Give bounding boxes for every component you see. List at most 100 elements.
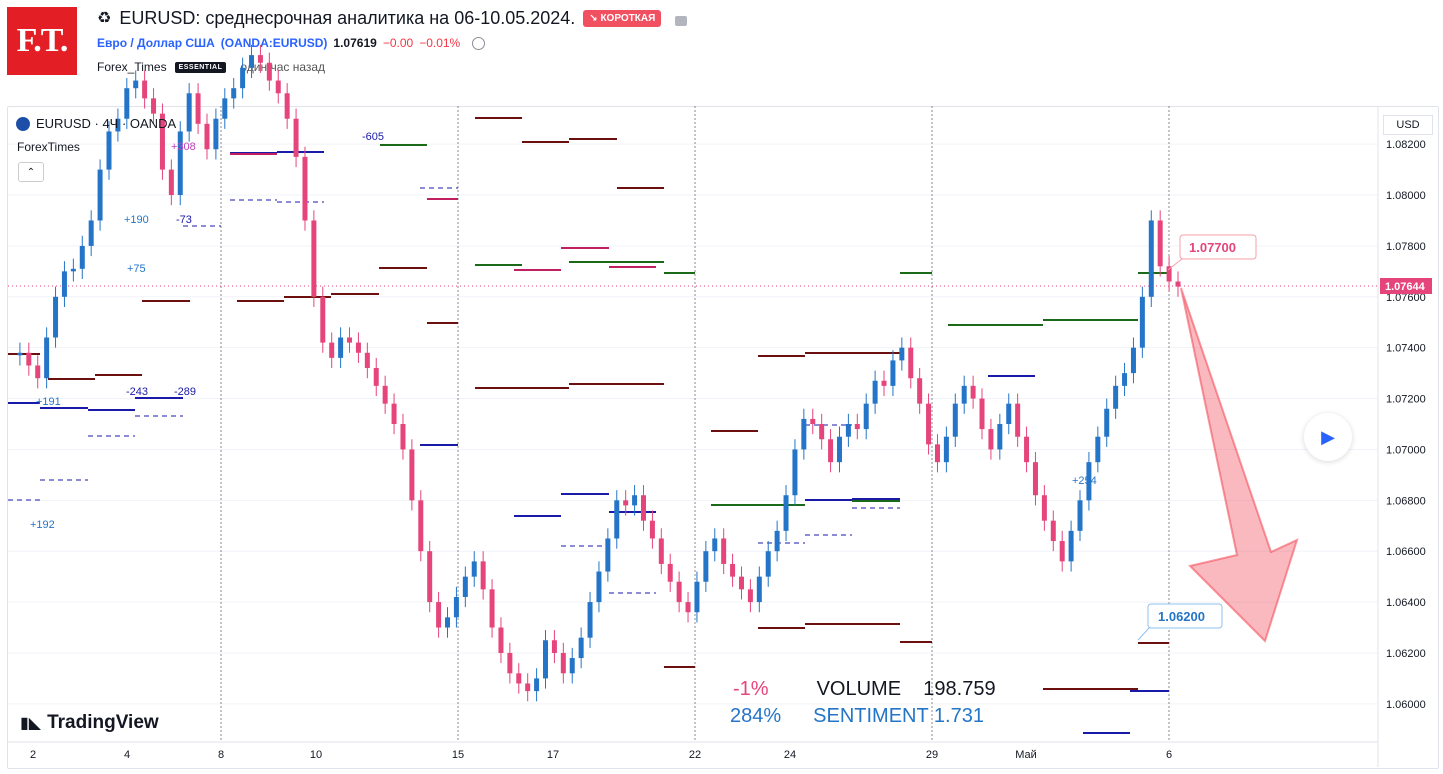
annotation-label: +192 <box>30 519 55 531</box>
annotation-label: -73 <box>176 214 192 226</box>
stat-volume: VOLUME 198.759 <box>816 678 996 700</box>
candle-body <box>347 337 353 343</box>
candle-body <box>44 337 50 379</box>
candle-body <box>970 385 976 399</box>
candle-body <box>872 380 878 404</box>
candle-body <box>436 602 442 628</box>
candle-body <box>338 337 344 358</box>
candle-body <box>712 538 718 552</box>
candle-body <box>747 589 753 603</box>
target-high-box <box>1179 234 1257 260</box>
candle-body <box>694 581 700 613</box>
candle-body <box>1130 347 1136 374</box>
candle-body <box>240 67 246 89</box>
target-low-box <box>1147 603 1223 629</box>
price-tick: 1.06800 <box>1386 495 1426 507</box>
candle-body <box>284 93 290 119</box>
current-price-text: 1.07644 <box>1385 281 1426 293</box>
candle-body <box>543 640 549 679</box>
time-tick: 10 <box>310 749 322 761</box>
eu-flag-icon <box>16 116 30 131</box>
candles <box>17 44 1181 702</box>
short-badge[interactable]: ↘ КОРОТКАЯ <box>583 9 662 27</box>
play-button[interactable]: ▶ <box>1304 413 1352 461</box>
annotation-label: +190 <box>124 214 149 226</box>
collapse-legend-button[interactable]: ⌃ <box>18 162 44 182</box>
candle-body <box>819 424 825 440</box>
candle-body <box>667 563 673 582</box>
candle-body <box>926 403 932 445</box>
tv-icon: ▮◣ <box>20 715 42 732</box>
candle-body <box>1059 541 1065 562</box>
candle-body <box>560 652 566 674</box>
candle-body <box>908 347 914 379</box>
time-tick: 17 <box>547 749 559 761</box>
candle-body <box>1175 281 1181 287</box>
annotation-label: +308 <box>171 141 196 153</box>
time-axis: 2 4 8 10 15 17 22 24 29 Май 6 <box>8 741 1378 761</box>
candle-body <box>845 424 851 437</box>
currency-label[interactable]: USD <box>1383 115 1433 135</box>
candle-body <box>151 98 157 114</box>
price-axis: 1.08200 1.08000 1.07800 1.07600 1.07400 1.072… <box>1377 106 1432 767</box>
candle-body <box>934 444 940 463</box>
candle-body <box>1157 220 1163 267</box>
essential-badge: ESSENTIAL <box>174 61 227 73</box>
alarm-clock-icon[interactable] <box>472 36 486 50</box>
candle-body <box>1166 266 1172 282</box>
logo-text: F.T. <box>16 22 69 59</box>
candle-body <box>480 561 486 590</box>
symbol-name-link[interactable]: Евро / Доллар США <box>97 36 215 50</box>
candle-body <box>159 113 165 170</box>
candle-body <box>1113 385 1119 409</box>
candle-body <box>355 342 361 353</box>
time-tick: 8 <box>218 749 224 761</box>
candle-body <box>792 449 798 496</box>
candle-body <box>801 418 807 450</box>
candle-body <box>106 131 112 170</box>
symbol-code-link[interactable]: (OANDA:EURUSD) <box>220 36 328 50</box>
candle-body <box>774 530 780 552</box>
candle-body <box>1068 530 1074 562</box>
candle-body <box>614 500 620 539</box>
candle-body <box>961 385 967 404</box>
chart-container[interactable] <box>7 106 1439 769</box>
candle-body <box>1095 436 1101 463</box>
time-tick: 24 <box>784 749 796 761</box>
recycle-icon: ♻ <box>97 10 112 27</box>
candle-body <box>168 169 174 196</box>
candle-body <box>453 596 459 618</box>
target-high-leader <box>1167 257 1184 271</box>
candle-body <box>471 561 477 577</box>
candle-body <box>275 80 281 94</box>
candle-body <box>445 617 451 628</box>
idea-title: EURUSD: среднесрочная аналитика на 06-10… <box>119 7 576 28</box>
price-tick: 1.06600 <box>1386 546 1426 558</box>
chart-legend: EURUSD · 4Ч · OANDA <box>16 116 176 131</box>
price-tick: 1.07600 <box>1386 292 1426 304</box>
level-lines <box>8 117 1169 734</box>
candle-body <box>917 378 923 404</box>
tradingview-logo[interactable]: ▮◣ TradingView <box>20 712 159 734</box>
candle-body <box>1077 500 1083 531</box>
candle-body <box>489 589 495 628</box>
annotation-label: -243 <box>126 386 148 398</box>
candle-body <box>676 581 682 603</box>
candle-body <box>97 169 103 221</box>
candle-body <box>738 576 744 590</box>
candle-body <box>854 424 860 430</box>
annotation-label: +191 <box>36 396 61 408</box>
candle-body <box>979 398 985 430</box>
play-icon: ▶ <box>1321 426 1335 447</box>
candle-body <box>373 368 379 386</box>
candle-body <box>79 245 85 269</box>
author-link[interactable]: Forex_Times <box>97 60 167 74</box>
candle-body <box>88 220 94 246</box>
candle-body <box>427 551 433 603</box>
stats-row-1: -1% VOLUME 198.759 <box>733 678 996 701</box>
candle-body <box>249 55 255 68</box>
candle-body <box>551 640 557 653</box>
time-tick: 15 <box>452 749 464 761</box>
candle-body <box>257 55 263 63</box>
